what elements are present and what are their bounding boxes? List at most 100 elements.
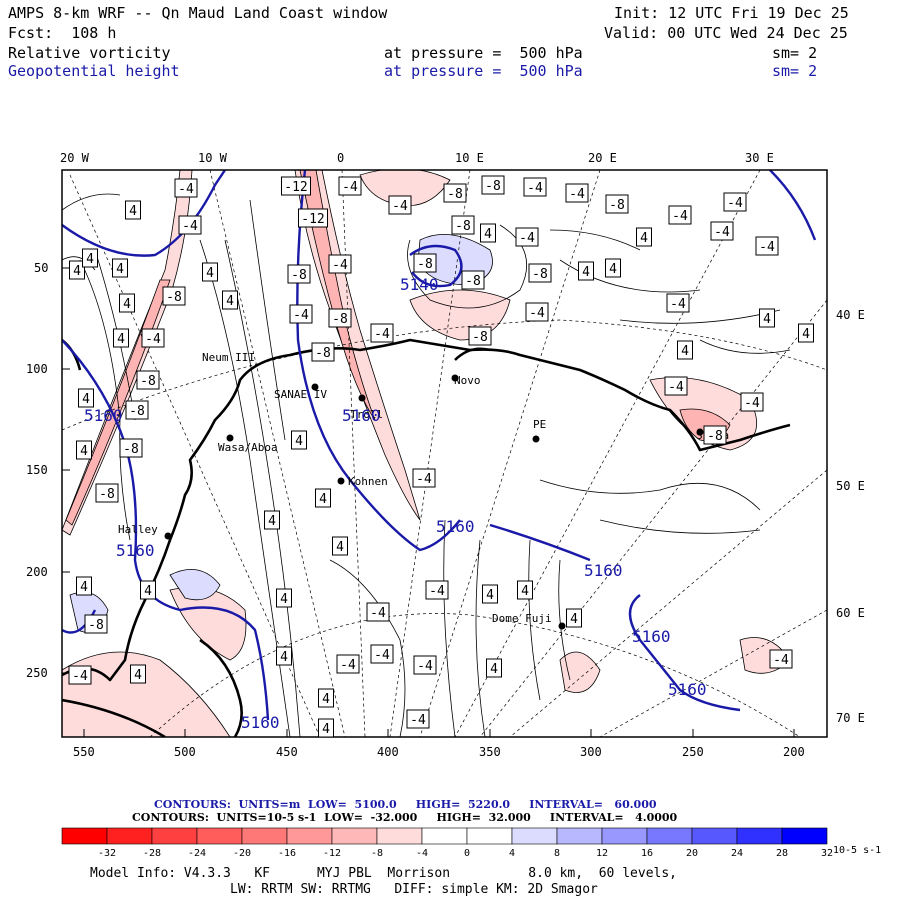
vorticity-label: 4 bbox=[280, 592, 288, 607]
vorticity-label-box bbox=[222, 290, 238, 310]
vorticity-label: -8 bbox=[707, 429, 723, 444]
vorticity-label: -4 bbox=[429, 584, 445, 599]
vorticity-label-box bbox=[636, 227, 652, 247]
vorticity-label: -4 bbox=[773, 653, 789, 668]
vorticity-label-box bbox=[287, 264, 311, 284]
height-label: 5160 bbox=[584, 561, 623, 580]
lon-label-20w: 20 W bbox=[60, 151, 90, 165]
vorticity-label-box bbox=[298, 208, 328, 228]
station-halley: Halley bbox=[118, 523, 158, 536]
vorticity-label-box bbox=[480, 223, 496, 243]
colorbar-swatch bbox=[646, 827, 693, 845]
vorticity-label-box bbox=[565, 183, 589, 203]
vorticity-label-box bbox=[68, 665, 92, 685]
x-tick-500: 500 bbox=[174, 745, 196, 759]
model-info: Model Info: V4.3.3 KF MYJ PBL Morrison 8… bbox=[90, 866, 677, 881]
vorticity-label-box bbox=[276, 588, 292, 608]
x-tick-250: 250 bbox=[682, 745, 704, 759]
vorticity-label: 4 bbox=[129, 204, 137, 219]
colorbar-units: 10-5 s-1 bbox=[833, 845, 881, 856]
vorticity-label: -4 bbox=[342, 180, 358, 195]
vorticity-label-box bbox=[318, 718, 334, 738]
vorticity-label: 4 bbox=[226, 294, 234, 309]
vorticity-label: 4 bbox=[322, 692, 330, 707]
vorticity-label: -8 bbox=[88, 618, 104, 633]
left-axis-ticks bbox=[62, 267, 70, 674]
colorbar-swatch bbox=[556, 827, 603, 845]
x-tick-350: 350 bbox=[479, 745, 501, 759]
colorbar-swatch bbox=[106, 827, 153, 845]
colorbar-tick-label: -8 bbox=[371, 848, 383, 859]
height-label: 5140 bbox=[400, 275, 439, 294]
vorticity-label-box bbox=[328, 254, 352, 274]
bottom-axis-ticks bbox=[83, 729, 795, 737]
lon-label-60e: 60 E bbox=[836, 606, 865, 620]
map-frame bbox=[61, 169, 828, 738]
vorticity-label: -4 bbox=[410, 713, 426, 728]
vorticity-label-box bbox=[412, 468, 436, 488]
height-contour-caption: CONTOURS: UNITS=m LOW= 5100.0 HIGH= 5220… bbox=[154, 798, 657, 811]
vorticity-label-box bbox=[338, 176, 362, 196]
vorticity-label-box bbox=[605, 194, 629, 214]
station-pe: PE bbox=[533, 418, 546, 431]
colorbar-tick-label: 28 bbox=[776, 848, 788, 859]
colorbar-swatch bbox=[601, 827, 648, 845]
vorticity-label-box bbox=[264, 510, 280, 530]
vorticity-label-box bbox=[291, 430, 307, 450]
vorticity-label-box bbox=[178, 215, 202, 235]
field2-name: Geopotential height bbox=[8, 62, 180, 80]
colorbar-tick-label: -4 bbox=[416, 848, 428, 859]
vorticity-label: -8 bbox=[291, 268, 307, 283]
vorticity-label-box bbox=[525, 302, 549, 322]
y-tick-100: 100 bbox=[26, 362, 48, 376]
x-tick-300: 300 bbox=[580, 745, 602, 759]
station-novo: Novo bbox=[454, 374, 481, 387]
vorticity-label-box bbox=[328, 308, 352, 328]
vorticity-label-box bbox=[370, 323, 394, 343]
colorbar-swatch bbox=[466, 827, 513, 845]
vorticity-label: 4 bbox=[609, 262, 617, 277]
vorticity-label-box bbox=[141, 328, 165, 348]
vorticity-label-box bbox=[515, 227, 539, 247]
colorbar-tick-label: 16 bbox=[641, 848, 653, 859]
vorticity-label-box bbox=[69, 260, 85, 280]
vorticity-label: 4 bbox=[73, 264, 81, 279]
vorticity-label-box bbox=[798, 323, 814, 343]
vorticity-label-box bbox=[95, 483, 119, 503]
vorticity-label: 4 bbox=[570, 612, 578, 627]
lon-label-20e: 20 E bbox=[588, 151, 617, 165]
y-tick-250: 250 bbox=[26, 666, 48, 680]
vorticity-label: -4 bbox=[392, 199, 408, 214]
colorbar-tick-label: 12 bbox=[596, 848, 608, 859]
vorticity-label: -8 bbox=[129, 404, 145, 419]
vorticity-label-box bbox=[740, 392, 764, 412]
vorticity-label: -4 bbox=[145, 332, 161, 347]
vorticity-label-box bbox=[703, 425, 727, 445]
vorticity-label: -4 bbox=[178, 182, 194, 197]
vorticity-label: -8 bbox=[315, 346, 331, 361]
lon-label-50e: 50 E bbox=[836, 479, 865, 493]
vorticity-label-box bbox=[311, 342, 335, 362]
vorticity-label-box bbox=[723, 192, 747, 212]
field1-name: Relative vorticity bbox=[8, 44, 171, 62]
colorbar-swatch bbox=[781, 827, 828, 845]
vorticity-label-box bbox=[125, 400, 149, 420]
vorticity-contour-caption: CONTOURS: UNITS=10-5 s-1 LOW= -32.000 HI… bbox=[132, 811, 678, 824]
vorticity-label: -4 bbox=[519, 231, 535, 246]
lon-label-10w: 10 W bbox=[198, 151, 228, 165]
vorticity-label-box bbox=[461, 270, 485, 290]
colorbar-tick-label: 32 bbox=[821, 848, 833, 859]
vorticity-label: -4 bbox=[744, 396, 760, 411]
vorticity-label-box bbox=[281, 176, 311, 196]
vorticity-label-box bbox=[755, 236, 779, 256]
x-tick-450: 450 bbox=[276, 745, 298, 759]
vorticity-label: -4 bbox=[293, 308, 309, 323]
vorticity-label-box bbox=[443, 183, 467, 203]
station-kohnen: Kohnen bbox=[348, 475, 388, 488]
colorbar-swatch bbox=[241, 827, 288, 845]
vorticity-label-box bbox=[406, 709, 430, 729]
vorticity-label-box bbox=[119, 293, 135, 313]
vorticity-label: -4 bbox=[416, 472, 432, 487]
vorticity-label-box bbox=[162, 286, 186, 306]
vorticity-label-box bbox=[759, 308, 775, 328]
